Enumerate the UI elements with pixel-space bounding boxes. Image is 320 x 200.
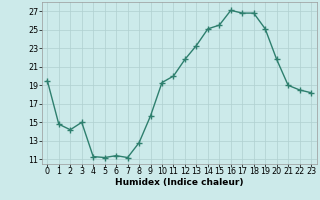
X-axis label: Humidex (Indice chaleur): Humidex (Indice chaleur) — [115, 178, 244, 187]
